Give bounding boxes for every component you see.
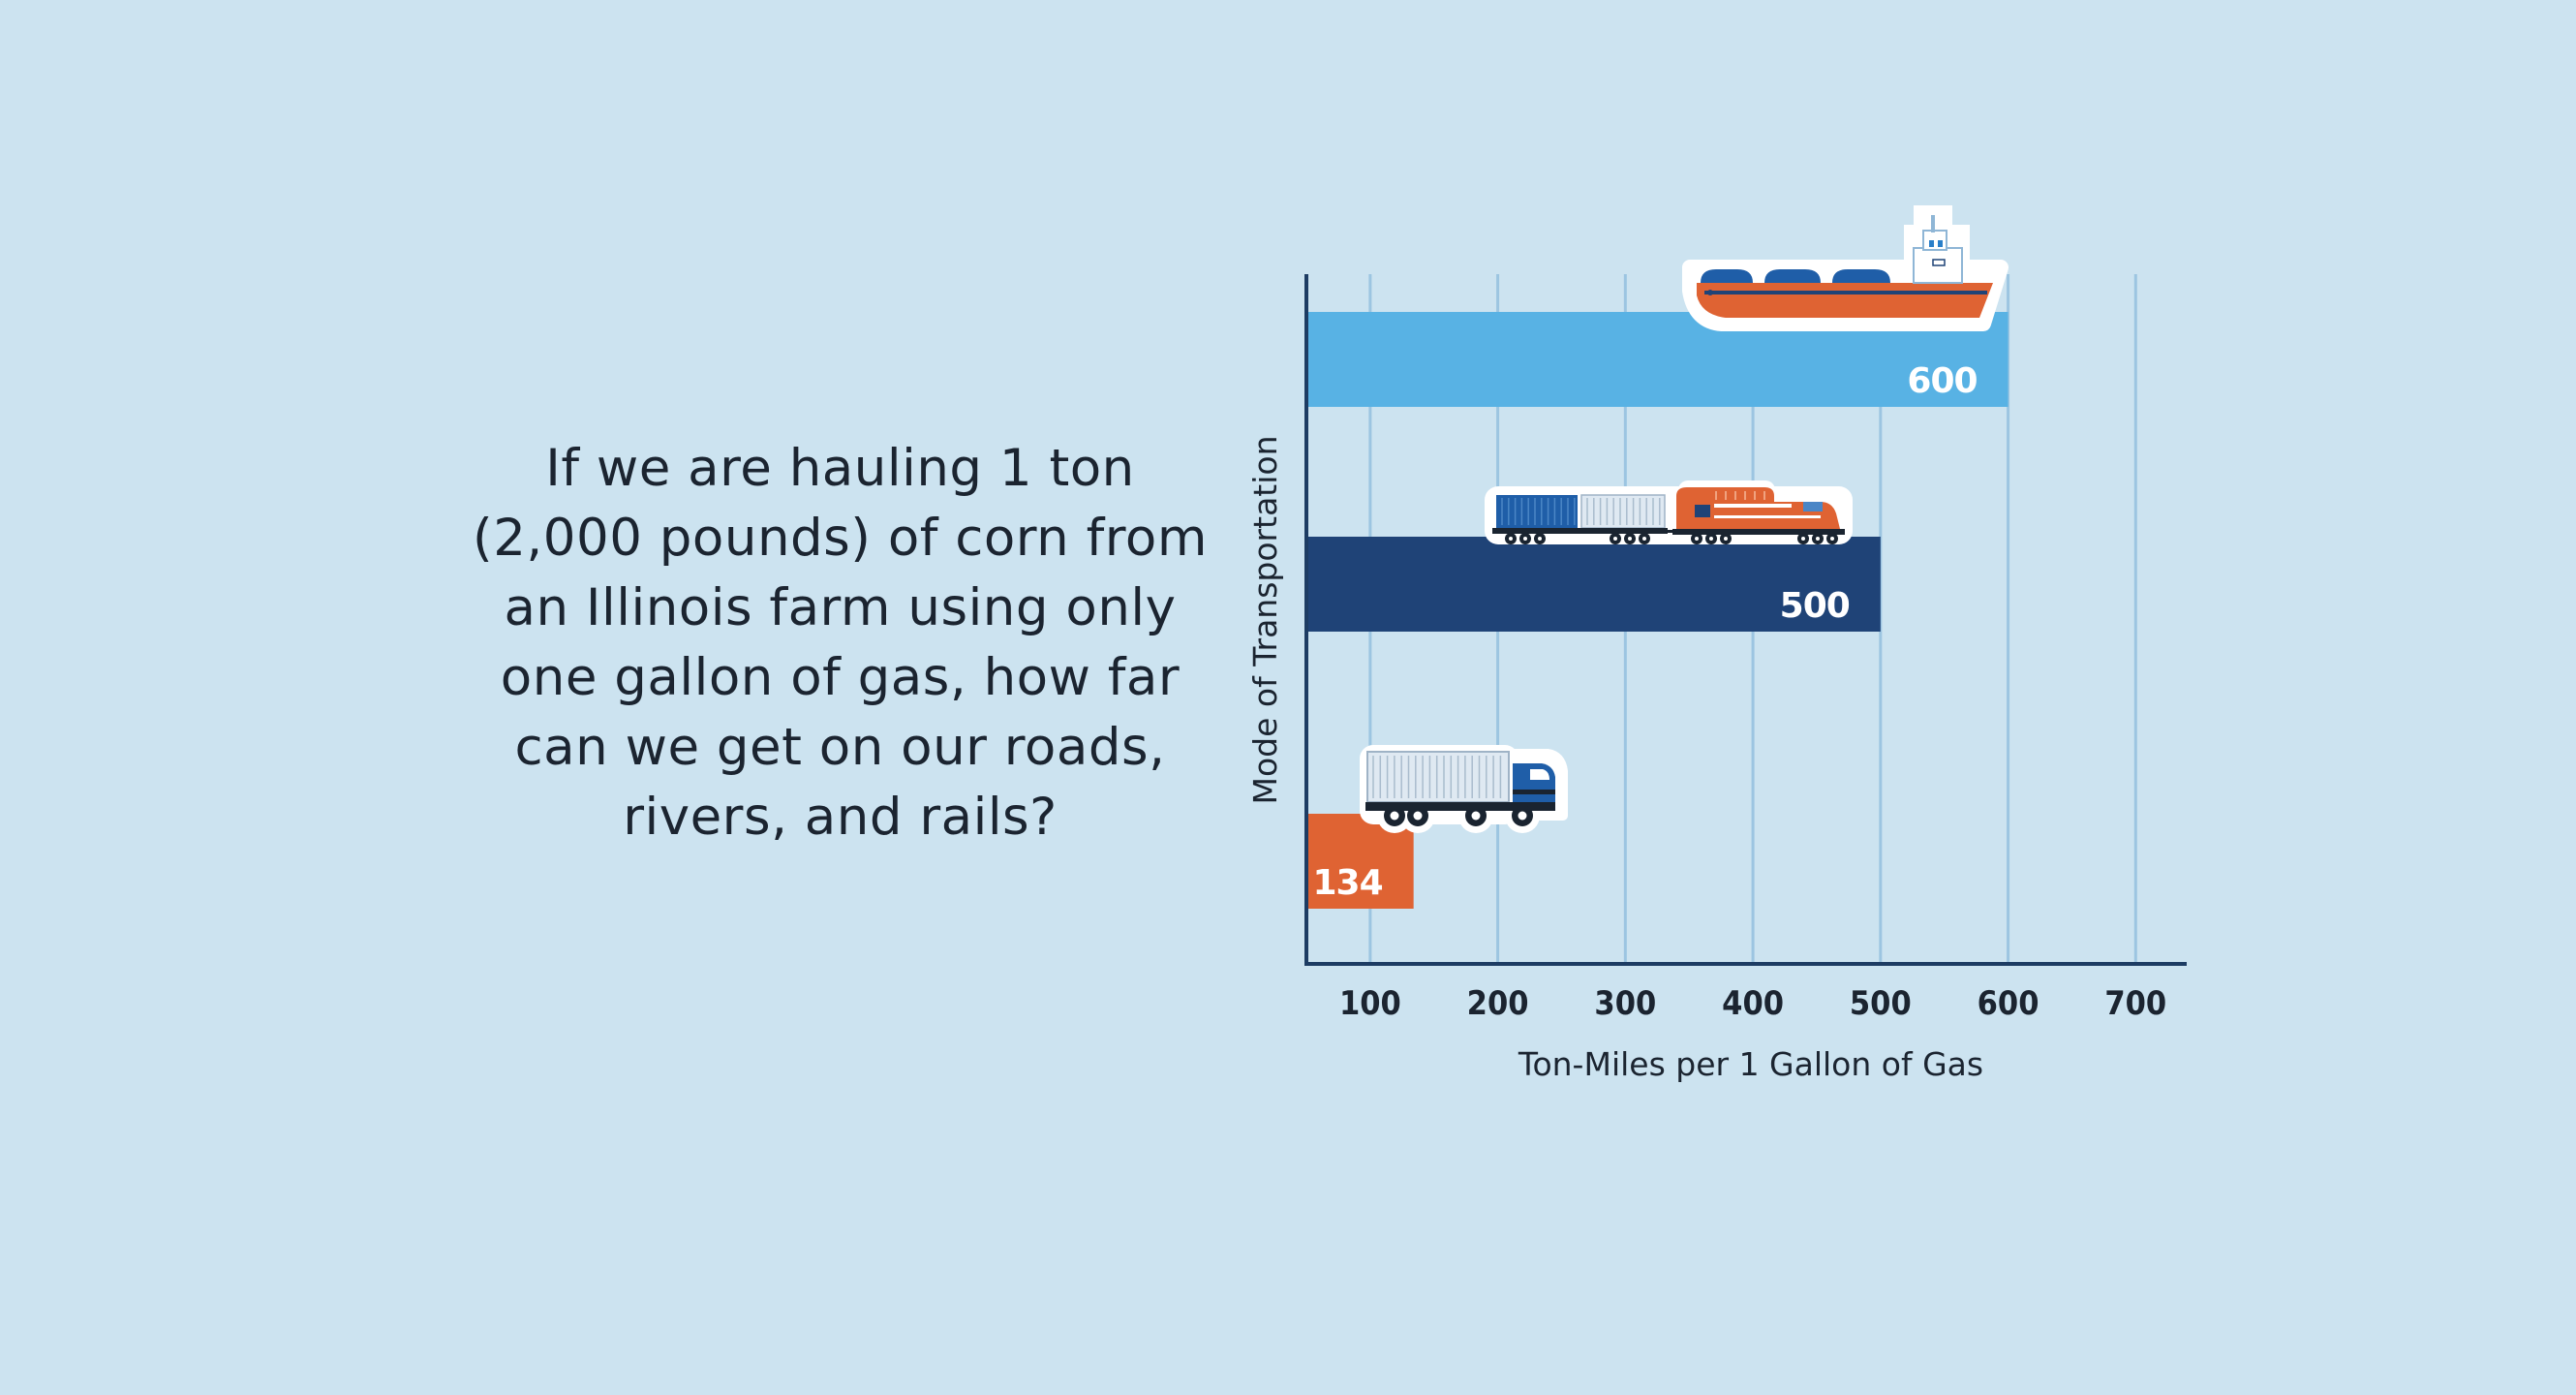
x-tick-label: 400	[1722, 984, 1784, 1023]
x-tick-label: 500	[1850, 984, 1912, 1023]
truck-cab-window	[1530, 769, 1549, 780]
train-hub	[1695, 537, 1699, 541]
barge-hull	[1697, 283, 1993, 318]
barge-cargo	[1764, 269, 1821, 283]
barge-window	[1938, 240, 1943, 247]
train-hub	[1816, 537, 1820, 541]
train-hub	[1724, 537, 1728, 541]
truck-icon	[1360, 745, 1568, 833]
x-tick-label: 200	[1467, 984, 1529, 1023]
labels: 100 200 300 400 500 600 700 600 500 134 Ton-Miles …	[1246, 361, 2166, 1083]
train-icon	[1485, 480, 1853, 544]
truck-cab-stripe	[1513, 790, 1555, 794]
barge-cargo	[1701, 269, 1753, 283]
x-tick-label: 700	[2104, 984, 2166, 1023]
train-stripe	[1714, 515, 1821, 518]
axes	[1304, 274, 2187, 966]
train-hub	[1830, 537, 1834, 541]
truck-hub	[1471, 811, 1481, 821]
train-stripe	[1714, 504, 1792, 508]
x-axis-title: Ton-Miles per 1 Gallon of Gas	[1518, 1045, 1983, 1083]
train-window	[1803, 502, 1823, 512]
bar-value-label: 500	[1780, 586, 1850, 626]
train-hub	[1709, 537, 1713, 541]
truck-chassis	[1365, 802, 1555, 811]
barge-stripe	[1704, 291, 1987, 294]
truck-hub	[1413, 811, 1423, 821]
train-hub	[1509, 537, 1513, 541]
x-tick-label: 600	[1978, 984, 2039, 1023]
y-axis-title: Mode of Transportation	[1246, 436, 1284, 805]
bar-value-label: 134	[1313, 863, 1383, 903]
train-chassis	[1492, 528, 1668, 534]
barge-mast	[1931, 215, 1935, 232]
train-hub	[1613, 537, 1617, 541]
barge-window	[1929, 240, 1934, 247]
truck-container	[1366, 751, 1510, 803]
train-hub	[1538, 537, 1542, 541]
train-boxcar	[1496, 495, 1578, 528]
train-hub	[1628, 537, 1632, 541]
barge-bridge	[1922, 230, 1947, 251]
truck-hub	[1518, 811, 1527, 821]
truck-hub	[1390, 811, 1399, 821]
train-boxcar-light	[1580, 494, 1666, 529]
train-cab-window	[1695, 505, 1710, 517]
icons	[1360, 205, 2009, 833]
bar-value-label: 600	[1907, 361, 1977, 401]
train-hub	[1523, 537, 1527, 541]
barge-cargo	[1832, 269, 1890, 283]
bar-500	[1306, 537, 1881, 632]
train-coupler	[1666, 530, 1677, 533]
barge-door	[1932, 259, 1946, 266]
train-chassis	[1672, 529, 1845, 535]
train-hub	[1642, 537, 1646, 541]
barge-porthole	[1707, 290, 1713, 295]
question-text: If we are hauling 1 ton (2,000 pounds) o…	[473, 439, 1208, 847]
train-hub	[1801, 537, 1805, 541]
x-tick-label: 100	[1339, 984, 1401, 1023]
train-locomotive	[1676, 487, 1840, 529]
x-tick-label: 300	[1594, 984, 1656, 1023]
barge-icon	[1682, 205, 2009, 331]
